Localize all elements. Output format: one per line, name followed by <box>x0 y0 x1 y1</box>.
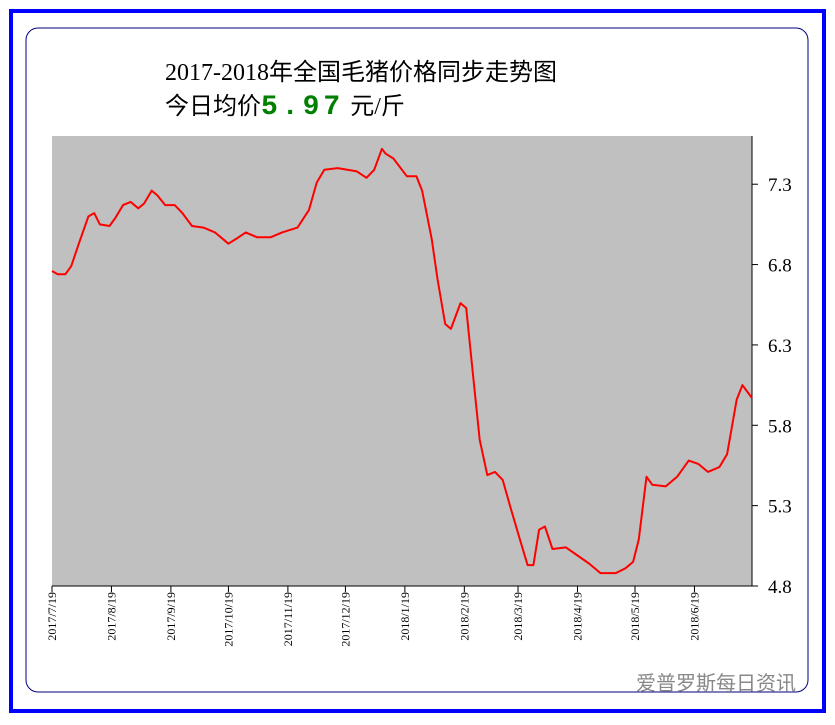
price-unit: 元/斤 <box>350 93 405 120</box>
y-tick-label: 5.8 <box>768 416 792 437</box>
watermark: 爱普罗斯每日资讯 <box>636 671 796 695</box>
x-tick-label: 2017/8/19 <box>104 592 118 641</box>
x-tick-label: 2017/12/19 <box>338 592 352 647</box>
x-tick-label: 2017/9/19 <box>164 592 178 641</box>
price-line: 今日均价5.97 元/斤 <box>165 92 405 123</box>
x-tick-label: 2017/7/19 <box>45 592 59 641</box>
y-tick-label: 4.8 <box>768 577 792 598</box>
price-value: 5.97 <box>261 92 344 123</box>
x-tick-label: 2017/11/19 <box>281 592 295 646</box>
price-label: 今日均价 <box>165 93 261 120</box>
plot-area <box>52 136 752 586</box>
x-tick-label: 2018/2/19 <box>457 592 471 641</box>
chart-title: 2017-2018年全国毛猪价格同步走势图 <box>165 59 557 86</box>
y-tick-label: 6.8 <box>768 256 792 277</box>
x-tick-label: 2018/1/19 <box>398 592 412 641</box>
x-tick-label: 2018/6/19 <box>687 592 701 641</box>
x-tick-label: 2017/10/19 <box>221 592 235 647</box>
y-tick-label: 7.3 <box>768 175 792 196</box>
x-tick-label: 2018/5/19 <box>628 592 642 641</box>
y-tick-label: 6.3 <box>768 336 792 357</box>
x-tick-label: 2018/4/19 <box>570 592 584 641</box>
price-line <box>51 147 753 575</box>
x-tick-label: 2018/3/19 <box>511 592 525 641</box>
y-tick-label: 5.3 <box>768 497 792 518</box>
